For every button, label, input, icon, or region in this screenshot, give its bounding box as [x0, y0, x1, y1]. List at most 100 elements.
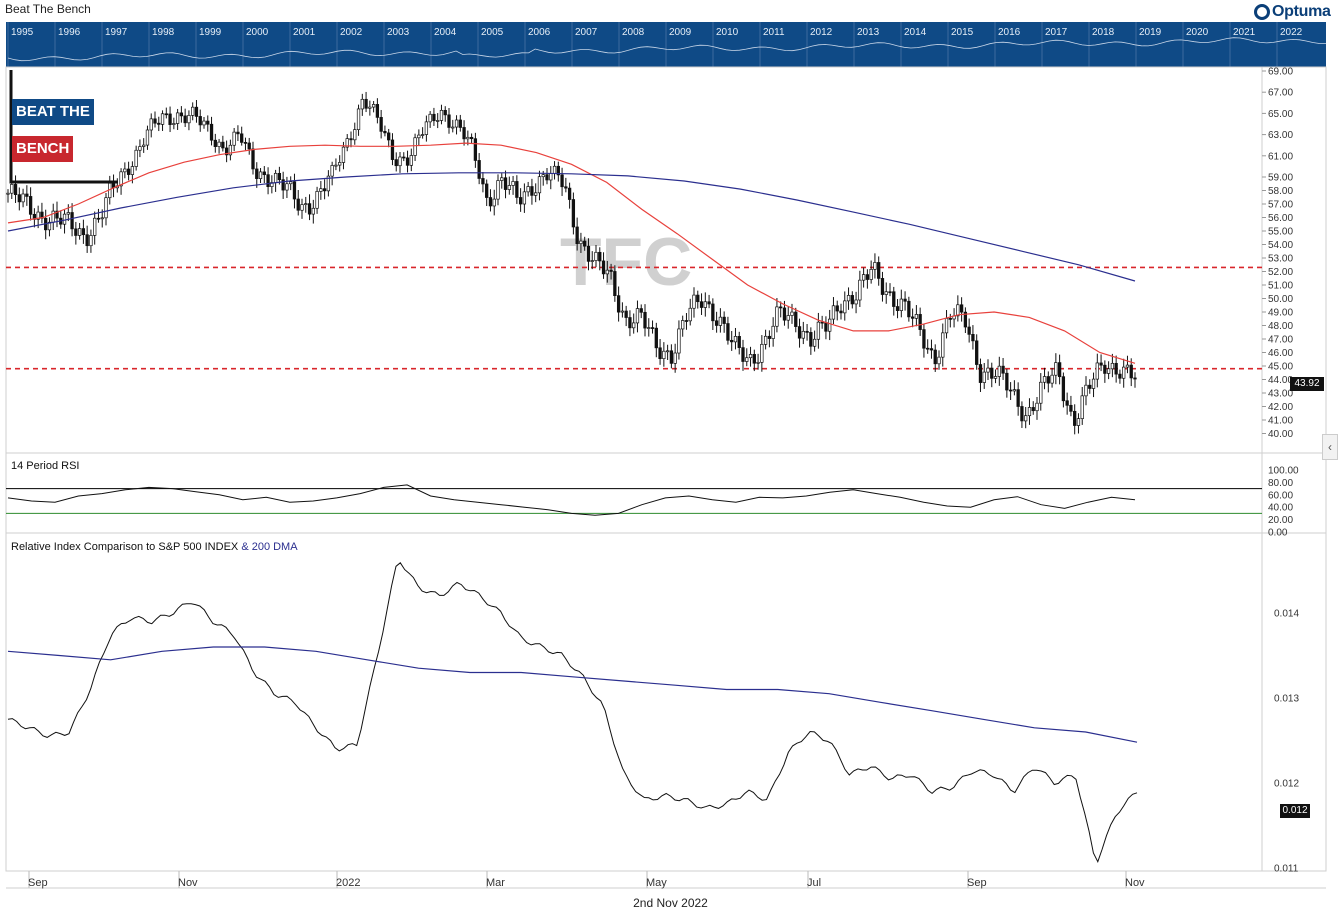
candle-body — [175, 112, 180, 124]
candle-body — [183, 115, 187, 124]
candle-body — [748, 354, 753, 359]
candle-body — [55, 210, 59, 219]
price-tick-label: 55.00 — [1268, 227, 1293, 238]
candle-body — [511, 181, 515, 186]
candle-body — [353, 129, 357, 141]
candle-body — [816, 321, 821, 340]
candle-body — [858, 279, 862, 301]
candle-body — [492, 198, 496, 207]
candle-body — [1125, 364, 1130, 368]
x-axis-label: Mar — [486, 877, 505, 889]
candle-body — [696, 294, 700, 303]
price-tick-label: 44.00 — [1268, 375, 1293, 386]
candle-body — [334, 164, 338, 167]
candle-body — [654, 327, 658, 349]
candle-body — [1129, 364, 1133, 379]
candle-body — [100, 217, 104, 220]
candle-body — [383, 131, 387, 134]
candle-body — [880, 278, 885, 295]
candle-body — [402, 156, 406, 159]
candle-body — [828, 318, 832, 332]
navigator-year-label: 1995 — [11, 27, 34, 38]
candle-body — [767, 335, 772, 339]
price-tick-label: 45.00 — [1268, 362, 1293, 373]
candle-body — [443, 109, 447, 116]
rsi-tick-label: 0.00 — [1268, 528, 1288, 539]
candle-body — [594, 251, 598, 261]
candle-body — [13, 184, 18, 196]
candle-body — [982, 371, 986, 383]
candle-body — [134, 149, 138, 167]
candle-body — [1054, 362, 1058, 376]
candle-body — [379, 117, 383, 132]
candle-body — [191, 106, 195, 116]
rsi-tick-label: 100.00 — [1268, 466, 1299, 477]
candle-body — [209, 123, 214, 141]
candle-body — [217, 141, 221, 147]
candle-body — [255, 168, 259, 179]
price-tick-label: 41.00 — [1268, 416, 1293, 427]
candle-body — [160, 113, 165, 125]
candle-body — [1024, 415, 1028, 422]
candle-body — [420, 134, 425, 136]
candle-body — [6, 192, 10, 195]
candle-body — [903, 298, 907, 302]
candle-body — [956, 304, 960, 317]
candle-body — [963, 311, 968, 328]
candle-body — [707, 301, 711, 305]
candle-body — [240, 133, 244, 143]
candle-body — [609, 269, 613, 272]
candle-body — [861, 274, 866, 281]
candle-body — [439, 109, 444, 121]
candle-body — [247, 142, 251, 150]
candle-body — [432, 113, 436, 122]
candle-body — [688, 307, 692, 322]
brand-bracket — [9, 70, 118, 184]
candle-body — [865, 274, 870, 280]
candle-body — [345, 138, 349, 148]
candle-body — [560, 174, 564, 188]
price-tick-label: 56.00 — [1268, 213, 1293, 224]
x-axis-label: Jul — [807, 877, 821, 889]
relative-panel-frame — [5, 532, 1327, 872]
candle-body — [394, 159, 398, 167]
candle-body — [839, 310, 843, 314]
candle-body — [590, 260, 594, 262]
candle-body — [503, 177, 508, 190]
brand-line-1: BEAT THE — [12, 99, 94, 125]
candle-body — [605, 269, 609, 275]
logo-text: Optuma — [1272, 3, 1331, 20]
candle-body — [224, 147, 229, 156]
candle-body — [25, 193, 29, 197]
candle-body — [665, 350, 670, 353]
navigator-year-label: 2012 — [810, 27, 833, 38]
candle-body — [922, 329, 926, 349]
candle-body — [899, 298, 903, 311]
price-tick-label: 46.00 — [1268, 348, 1293, 359]
candle-body — [658, 347, 662, 360]
candle-body — [632, 322, 636, 329]
collapse-panel-button[interactable]: ‹ — [1322, 434, 1338, 460]
candle-body — [1080, 395, 1084, 419]
candle-body — [360, 98, 364, 110]
candle-body — [300, 204, 304, 211]
navigator-year-label: 2020 — [1186, 27, 1209, 38]
candle-body — [179, 112, 184, 117]
candle-body — [1103, 364, 1107, 374]
candle-body — [556, 165, 560, 176]
candle-body — [119, 171, 123, 187]
candle-body — [198, 116, 202, 126]
candle-body — [96, 217, 101, 220]
candle-body — [1027, 407, 1032, 417]
candle-body — [307, 203, 312, 215]
candle-body — [831, 305, 836, 320]
navigator-year-label: 2004 — [434, 27, 457, 38]
navigator-year-label: 2007 — [575, 27, 598, 38]
rsi-tick-label: 40.00 — [1268, 503, 1293, 514]
candle-body — [681, 320, 685, 330]
last-ratio-badge: 0.012 — [1280, 804, 1310, 818]
relative-dma-note: & 200 DMA — [241, 541, 298, 553]
candle-body — [266, 174, 270, 187]
candle-body — [1095, 362, 1099, 380]
candle-body — [745, 357, 749, 362]
